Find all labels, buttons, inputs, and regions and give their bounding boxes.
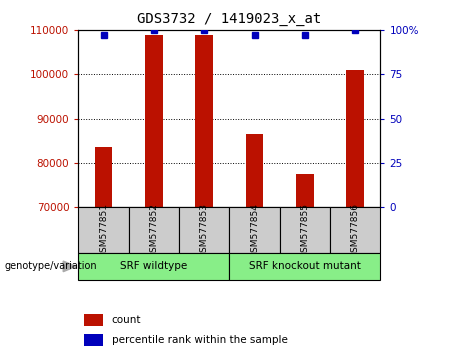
Text: GSM577854: GSM577854 [250, 202, 259, 258]
Bar [84, 334, 102, 346]
Bar [78, 253, 230, 280]
Bar [78, 207, 129, 253]
Bar [230, 253, 380, 280]
Bar [95, 147, 112, 207]
Title: GDS3732 / 1419023_x_at: GDS3732 / 1419023_x_at [137, 12, 321, 26]
Text: GSM577851: GSM577851 [99, 202, 108, 258]
Bar [195, 34, 213, 207]
Bar [230, 207, 280, 253]
Text: SRF wildtype: SRF wildtype [120, 261, 188, 272]
Bar [145, 34, 163, 207]
Bar [330, 207, 380, 253]
Text: GSM577855: GSM577855 [300, 202, 309, 258]
Bar [129, 207, 179, 253]
Bar [296, 174, 313, 207]
Bar [280, 207, 330, 253]
Text: count: count [112, 315, 141, 325]
Text: SRF knockout mutant: SRF knockout mutant [249, 261, 361, 272]
Text: GSM577853: GSM577853 [200, 202, 209, 258]
Bar [84, 314, 102, 326]
Text: percentile rank within the sample: percentile rank within the sample [112, 335, 288, 345]
Text: GSM577852: GSM577852 [149, 202, 159, 258]
Polygon shape [63, 261, 76, 272]
Text: GSM577856: GSM577856 [351, 202, 360, 258]
Text: genotype/variation: genotype/variation [5, 261, 97, 272]
Bar [346, 70, 364, 207]
Bar [246, 134, 263, 207]
Bar [179, 207, 230, 253]
